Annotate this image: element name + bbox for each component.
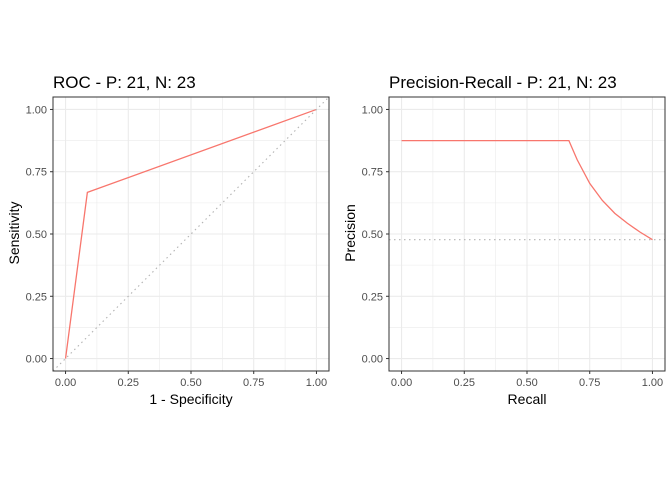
x-tick-label: 0.75 [243,377,264,389]
x-tick-label: 0.25 [118,377,139,389]
panel-border [388,96,666,372]
x-tick-label: 0.00 [55,377,76,389]
y-axis-title: Precision [342,204,358,262]
y-tick-label: 0.50 [26,229,47,241]
curve-line [401,139,653,241]
x-tick-label: 1.00 [642,377,663,389]
y-tick-label: 1.00 [26,104,47,116]
y-tick-label: 1.00 [362,104,383,116]
y-tick-label: 0.00 [26,354,47,366]
chart-title: ROC - P: 21, N: 23 [53,73,196,92]
x-tick-label: 0.25 [454,377,475,389]
y-tick-label: 0.50 [362,229,383,241]
x-tick-label: 1.00 [306,377,327,389]
y-tick-label: 0.75 [26,167,47,179]
y-tick-label: 0.25 [362,291,383,303]
y-tick-label: 0.75 [362,167,383,179]
x-axis-title: Recall [508,391,547,407]
y-tick-label: 0.00 [362,354,383,366]
x-tick-label: 0.50 [516,377,537,389]
roc-panel: 0.00 0.25 0.50 0.75 1.00 0.00 0.25 0.50 0.75 1.00… [6,73,330,407]
panel-border [52,96,330,372]
x-tick-label: 0.50 [180,377,201,389]
chart-title: Precision-Recall - P: 21, N: 23 [389,73,617,92]
x-tick-label: 0.75 [579,377,600,389]
x-tick-label: 0.00 [391,377,412,389]
x-axis-title: 1 - Specificity [149,391,232,407]
y-axis-title: Sensitivity [6,201,22,264]
y-tick-label: 0.25 [26,291,47,303]
curve-line [64,108,317,359]
precision-recall-panel: 0.00 0.25 0.50 0.75 1.00 0.00 0.25 0.50 0.75 1.00… [342,73,666,407]
